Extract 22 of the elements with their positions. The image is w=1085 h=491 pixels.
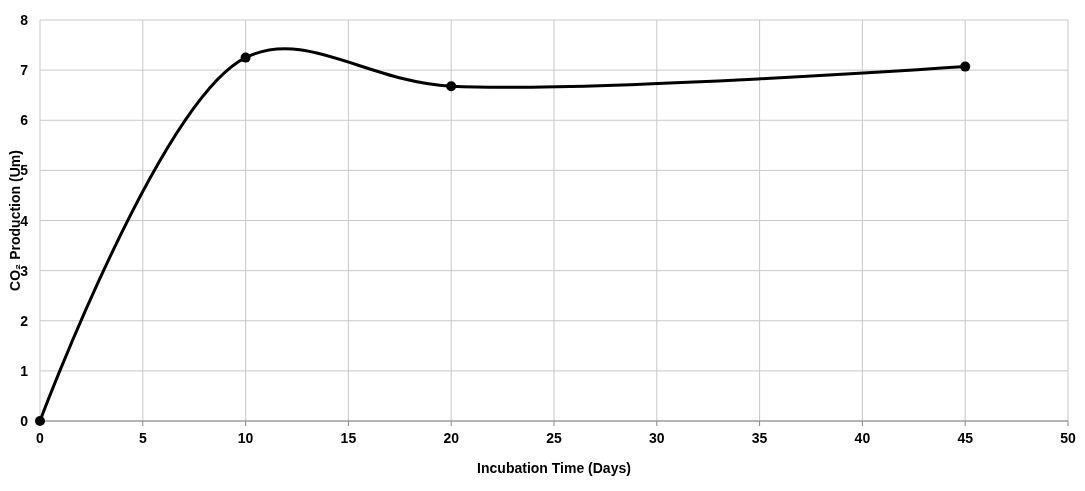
x-tick-label: 20 (443, 430, 460, 446)
x-tick-label: 30 (649, 430, 665, 446)
x-tick-label: 10 (237, 430, 254, 446)
x-tick-label: 5 (138, 430, 147, 446)
x-axis-title: Incubation Time (Days) (477, 460, 631, 476)
x-tick-label: 50 (1060, 430, 1076, 446)
y-tick-label: 0 (20, 413, 29, 429)
y-tick-label: 7 (20, 62, 29, 79)
x-tick-label: 35 (751, 430, 768, 446)
point (240, 52, 251, 63)
x-tick-label: 40 (854, 430, 871, 446)
point (446, 81, 457, 92)
x-tick-label: 0 (36, 430, 45, 446)
y-tick-label: 8 (20, 12, 29, 28)
y-tick-label: 4 (20, 212, 29, 229)
x-tick-label: 25 (546, 430, 562, 446)
point (960, 61, 971, 72)
y-tick-label: 1 (20, 362, 29, 379)
x-tick-label: 45 (957, 430, 974, 446)
y-tick-label: 2 (20, 312, 29, 329)
x-tick-label: 15 (340, 430, 357, 446)
y-tick-label: 6 (20, 112, 29, 129)
